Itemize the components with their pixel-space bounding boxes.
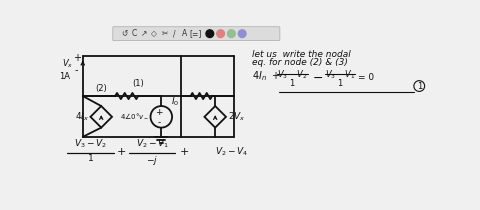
Text: $V_3 - V_2$: $V_3 - V_2$ (277, 68, 308, 81)
Text: +: + (72, 53, 81, 63)
Text: 1A: 1A (60, 72, 71, 81)
Circle shape (238, 30, 246, 38)
Circle shape (206, 30, 214, 38)
Text: eq. for node (2) & (3): eq. for node (2) & (3) (252, 58, 348, 67)
Text: ↺: ↺ (121, 29, 128, 38)
Text: $4I_n$  +: $4I_n$ + (252, 69, 281, 83)
Text: -: - (75, 65, 78, 75)
Text: $V_3 - V_1$: $V_3 - V_1$ (324, 68, 355, 81)
Text: -: - (157, 118, 161, 127)
Text: 1: 1 (417, 81, 422, 91)
Text: 1: 1 (337, 79, 343, 88)
Text: (1): (1) (132, 79, 144, 88)
Text: 1: 1 (289, 79, 295, 88)
Circle shape (228, 30, 235, 38)
Text: [=]: [=] (189, 29, 202, 38)
Text: ↗: ↗ (141, 29, 147, 38)
Text: $V_x$: $V_x$ (62, 58, 73, 70)
Text: ◇: ◇ (151, 29, 157, 38)
FancyBboxPatch shape (113, 27, 280, 41)
Circle shape (217, 30, 225, 38)
Text: = 0: = 0 (359, 73, 374, 82)
Text: $-j$: $-j$ (146, 154, 158, 167)
Text: /: / (173, 29, 176, 38)
Text: $-$: $-$ (312, 71, 324, 84)
Text: $V_3 - V_2$: $V_3 - V_2$ (74, 137, 107, 150)
Text: $V_2 - V_4$: $V_2 - V_4$ (215, 146, 249, 159)
Text: 1: 1 (87, 154, 93, 163)
Text: $2V_x$: $2V_x$ (228, 111, 245, 123)
Text: ✂: ✂ (161, 29, 168, 38)
Text: $V_2 - V_1$: $V_2 - V_1$ (135, 137, 168, 150)
Text: +: + (117, 147, 126, 157)
Text: $4I_x$: $4I_x$ (75, 111, 89, 123)
Text: $4∠ 0°v_-$: $4∠ 0°v_-$ (120, 111, 149, 120)
Text: let us  write the nodal: let us write the nodal (252, 50, 351, 59)
Text: A: A (182, 29, 187, 38)
Text: C: C (132, 29, 137, 38)
Text: $I_0$: $I_0$ (171, 96, 180, 108)
Text: (2): (2) (96, 84, 107, 93)
Text: +: + (155, 108, 163, 117)
Text: +: + (180, 147, 189, 157)
